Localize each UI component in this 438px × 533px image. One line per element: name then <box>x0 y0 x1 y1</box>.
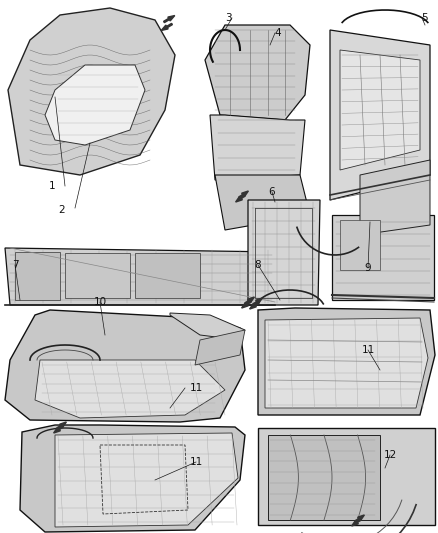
Text: 11: 11 <box>189 457 203 467</box>
FancyArrow shape <box>253 298 262 305</box>
FancyArrow shape <box>236 195 245 202</box>
Polygon shape <box>268 435 380 520</box>
Text: 7: 7 <box>12 260 18 270</box>
FancyArrow shape <box>354 515 364 522</box>
Text: 10: 10 <box>93 297 106 307</box>
Polygon shape <box>5 310 245 422</box>
FancyArrow shape <box>53 425 64 433</box>
Polygon shape <box>340 220 380 270</box>
Text: 5: 5 <box>422 13 428 23</box>
Polygon shape <box>332 215 434 300</box>
Polygon shape <box>35 360 225 418</box>
Text: 11: 11 <box>361 345 374 355</box>
Polygon shape <box>8 8 175 175</box>
Text: 4: 4 <box>275 28 281 38</box>
Polygon shape <box>205 25 310 120</box>
Text: 9: 9 <box>365 263 371 273</box>
Polygon shape <box>65 253 130 298</box>
Polygon shape <box>210 115 305 180</box>
FancyArrow shape <box>57 422 67 430</box>
Text: 2: 2 <box>59 205 65 215</box>
Text: 1: 1 <box>49 181 55 191</box>
FancyArrow shape <box>242 301 251 308</box>
Polygon shape <box>340 50 420 170</box>
Polygon shape <box>45 65 145 145</box>
FancyArrow shape <box>239 191 248 199</box>
Polygon shape <box>195 330 245 365</box>
Text: 6: 6 <box>268 187 276 197</box>
Polygon shape <box>55 433 238 527</box>
Polygon shape <box>265 318 428 408</box>
Polygon shape <box>5 248 280 305</box>
Polygon shape <box>135 253 200 298</box>
Text: 8: 8 <box>254 260 261 270</box>
Polygon shape <box>215 175 310 230</box>
Text: 3: 3 <box>225 13 231 23</box>
Polygon shape <box>15 252 60 300</box>
Polygon shape <box>258 308 435 415</box>
FancyArrow shape <box>164 15 175 22</box>
Polygon shape <box>258 428 435 525</box>
FancyArrow shape <box>250 301 259 309</box>
Text: 12: 12 <box>383 450 397 460</box>
FancyArrow shape <box>161 23 173 30</box>
Polygon shape <box>330 30 430 200</box>
Polygon shape <box>20 425 245 532</box>
Polygon shape <box>170 313 245 340</box>
Text: 11: 11 <box>189 383 203 393</box>
FancyArrow shape <box>244 297 254 304</box>
Polygon shape <box>248 200 320 305</box>
Polygon shape <box>360 160 430 235</box>
FancyArrow shape <box>352 519 361 526</box>
